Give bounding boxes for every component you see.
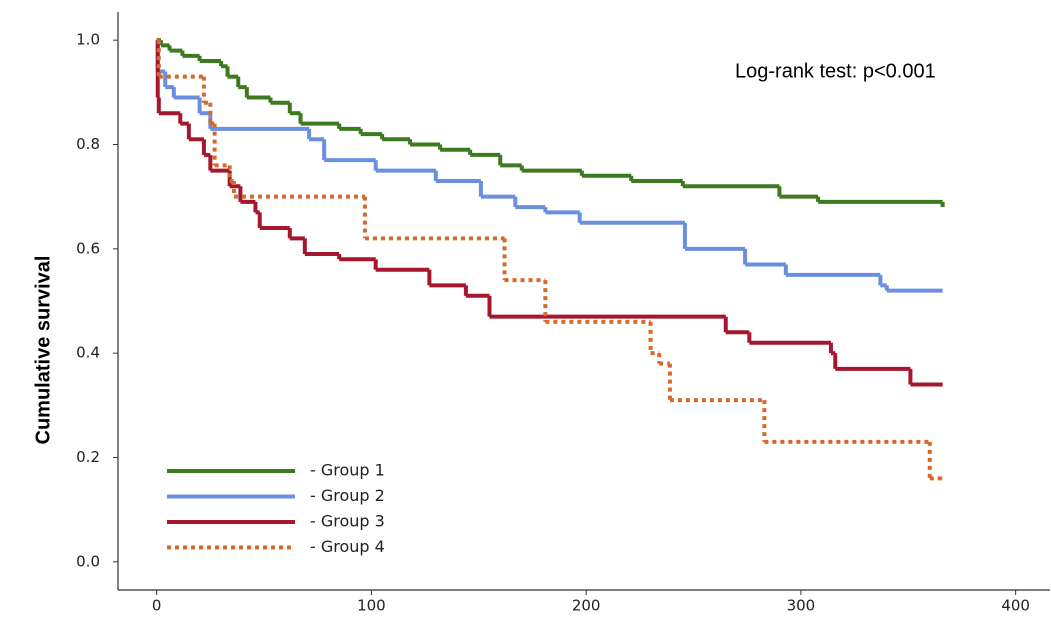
legend-label: - Group 2 — [310, 486, 385, 505]
y-tick-label: 0.2 — [76, 448, 100, 466]
y-tick-label: 0.4 — [76, 344, 100, 362]
legend-label: - Group 4 — [310, 537, 385, 556]
x-tick-label: 300 — [787, 597, 816, 615]
legend-label: - Group 1 — [310, 461, 385, 480]
x-tick-label: 400 — [1001, 597, 1030, 615]
annotation: Log-rank test: p<0.001 — [735, 60, 936, 82]
x-tick-label: 100 — [357, 597, 386, 615]
legend-label: - Group 3 — [310, 512, 385, 531]
y-tick-label: 0.0 — [76, 552, 100, 570]
y-tick-label: 1.0 — [76, 31, 100, 49]
y-axis-label: Cumulative survival — [32, 256, 54, 445]
y-tick-label: 0.8 — [76, 135, 100, 153]
y-tick-label: 0.6 — [76, 239, 100, 257]
x-tick-label: 200 — [572, 597, 601, 615]
x-tick-label: 0 — [152, 597, 162, 615]
